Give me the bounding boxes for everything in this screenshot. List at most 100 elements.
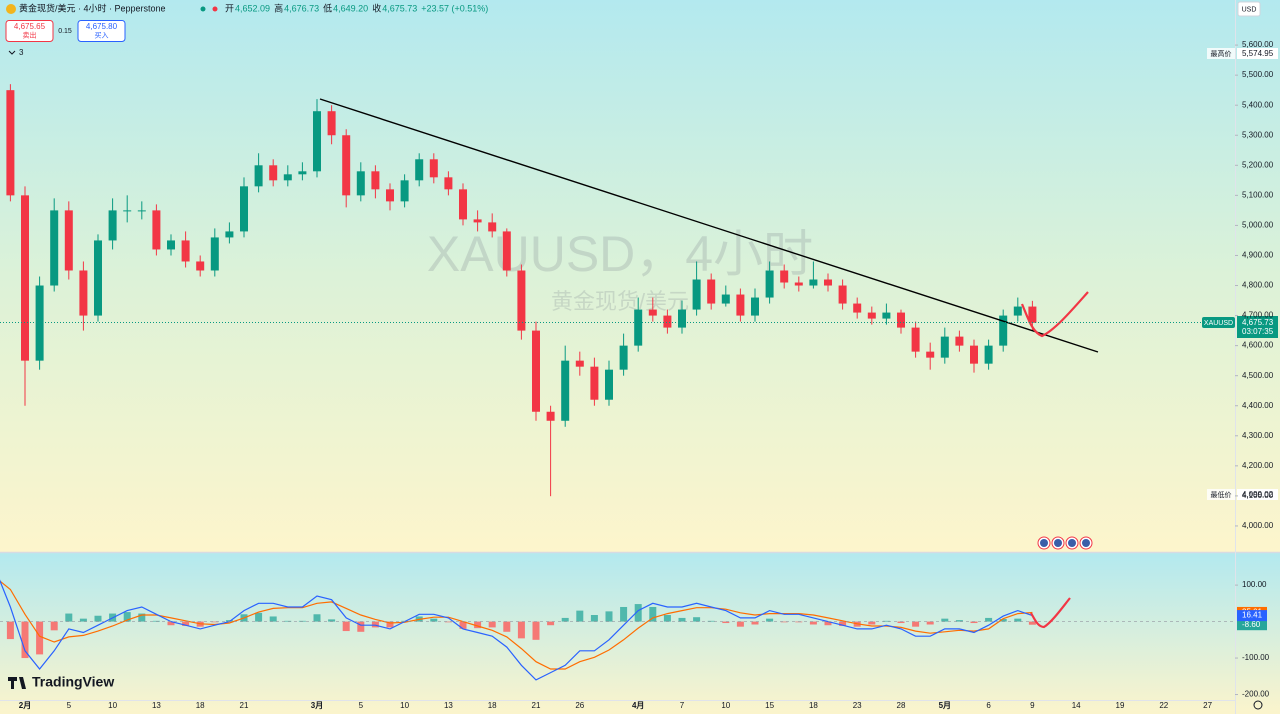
candle-body bbox=[794, 282, 803, 286]
histogram-bar bbox=[21, 621, 29, 659]
x-tick-label: 26 bbox=[575, 701, 584, 710]
sell-button[interactable] bbox=[5, 20, 54, 42]
y-tick-label: 5,100.00 bbox=[1242, 190, 1274, 199]
x-tick-label: 18 bbox=[488, 701, 497, 710]
candle-body bbox=[765, 270, 774, 298]
candle-body bbox=[897, 312, 905, 328]
y-tick-label: 4,400.00 bbox=[1242, 401, 1274, 410]
histogram-bar bbox=[298, 620, 306, 622]
histogram-bar bbox=[138, 613, 146, 622]
ohlc-label: 收 bbox=[372, 2, 381, 13]
histogram-bar bbox=[50, 621, 58, 631]
brand: TradingView bbox=[32, 674, 114, 690]
candle-body bbox=[984, 345, 993, 364]
candle-body bbox=[108, 210, 117, 241]
low-value: 4,099.02 bbox=[1242, 490, 1274, 499]
x-tick-label: 23 bbox=[853, 701, 862, 710]
x-tick-label: 5月 bbox=[939, 701, 951, 710]
histogram-bar bbox=[342, 621, 350, 632]
countdown: 03:07:35 bbox=[1242, 327, 1274, 336]
trend-line[interactable] bbox=[319, 98, 1099, 353]
candle-body bbox=[50, 210, 59, 286]
sell-label: 卖出 bbox=[23, 30, 37, 39]
ohlc-value: 4,676.73 bbox=[284, 3, 319, 13]
histogram-bar bbox=[79, 618, 87, 622]
events[interactable] bbox=[1037, 536, 1093, 550]
y-tick-label: 5,400.00 bbox=[1242, 100, 1274, 109]
histogram-bar bbox=[955, 620, 963, 622]
symbol-tag bbox=[1202, 317, 1235, 328]
histogram-bar bbox=[941, 618, 949, 622]
candle-body bbox=[736, 294, 745, 316]
x-tick-label: 28 bbox=[897, 701, 906, 710]
histogram-bar bbox=[167, 621, 175, 626]
histogram-bar bbox=[1014, 618, 1022, 622]
last-price-box bbox=[1237, 316, 1278, 338]
x-tick-label: 4月 bbox=[632, 701, 644, 710]
candle-body bbox=[692, 279, 701, 310]
x-tick-label: 5 bbox=[67, 701, 72, 710]
histogram-bar bbox=[766, 618, 774, 622]
y-tick-label: 4,600.00 bbox=[1242, 341, 1274, 350]
change: +23.57 (+0.51%) bbox=[421, 3, 488, 13]
y-tick-label: 5,500.00 bbox=[1242, 70, 1274, 79]
histogram-bar bbox=[474, 621, 482, 629]
y-tick-label: 5,300.00 bbox=[1242, 130, 1274, 139]
candle-body bbox=[167, 240, 175, 250]
candle-body bbox=[721, 294, 730, 304]
candle-body bbox=[269, 165, 278, 181]
x-tick-label: 5 bbox=[359, 701, 364, 710]
candle-body bbox=[371, 171, 380, 190]
y-tick-label: 4,900.00 bbox=[1242, 251, 1274, 260]
settings-icon[interactable] bbox=[1253, 700, 1263, 710]
candle-body bbox=[459, 189, 467, 220]
last-value-label: 16.41 bbox=[1242, 611, 1263, 620]
buy-price: 4,675.80 bbox=[86, 22, 118, 31]
collapse-icon[interactable] bbox=[8, 50, 16, 55]
spread: 0.15 bbox=[58, 28, 72, 35]
ohlc-label: 低 bbox=[323, 2, 332, 13]
candle-body bbox=[605, 369, 613, 400]
candle-body bbox=[1013, 306, 1022, 316]
candle-body bbox=[35, 285, 44, 361]
histogram-bar bbox=[225, 620, 233, 622]
last-value-box bbox=[1237, 619, 1267, 631]
histogram-bar bbox=[284, 620, 292, 622]
y-tick-label: 4,200.00 bbox=[1242, 461, 1274, 470]
histogram-bar bbox=[94, 615, 102, 622]
histogram-bar bbox=[371, 621, 379, 628]
y-tick-label: -100.00 bbox=[1242, 653, 1270, 662]
high-label: 最高价 bbox=[1211, 49, 1232, 58]
x-tick-label: 18 bbox=[809, 701, 818, 710]
symbol-title[interactable]: 黄金现货/美元 · 4小时 · Pepperstone bbox=[19, 2, 166, 13]
last-value-label: -8.60 bbox=[1242, 620, 1261, 629]
y-tick-label: 100.00 bbox=[1242, 580, 1267, 589]
histogram-bar bbox=[663, 615, 671, 622]
high-box bbox=[1237, 48, 1278, 59]
currency-button[interactable] bbox=[1237, 1, 1261, 17]
histogram-bar bbox=[926, 621, 934, 625]
histogram-bar bbox=[65, 613, 73, 622]
histogram-bar bbox=[985, 617, 993, 622]
histogram-bar bbox=[795, 621, 803, 623]
histogram-bar bbox=[999, 619, 1007, 622]
drawn-arrow-macd[interactable] bbox=[1030, 597, 1071, 629]
macd-pane bbox=[0, 553, 1280, 714]
x-tick-label: 14 bbox=[1072, 701, 1081, 710]
candle-body bbox=[240, 186, 248, 232]
buy-button[interactable] bbox=[77, 20, 126, 42]
currency: USD bbox=[1242, 6, 1257, 13]
candle-body bbox=[678, 309, 686, 328]
y-tick-label: 5,600.00 bbox=[1242, 40, 1274, 49]
indicator-count[interactable]: 3 bbox=[19, 48, 24, 57]
candle-body bbox=[415, 159, 424, 181]
event-status bbox=[212, 6, 218, 12]
histogram-bar bbox=[503, 621, 511, 632]
market-status bbox=[200, 6, 206, 12]
candle-body bbox=[210, 237, 219, 271]
drawn-arrow[interactable] bbox=[1020, 291, 1089, 338]
low-tag bbox=[1207, 489, 1235, 500]
histogram-bar bbox=[620, 606, 628, 622]
y-tick-label: 5,200.00 bbox=[1242, 160, 1274, 169]
